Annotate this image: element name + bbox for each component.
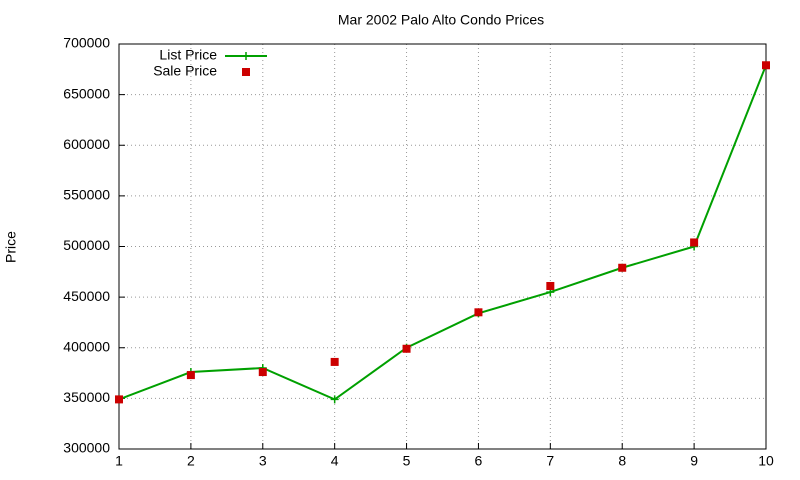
y-tick-label: 650000	[63, 85, 110, 101]
point	[618, 263, 627, 272]
x-tick-label: 10	[758, 453, 774, 469]
x-tick-label: 4	[331, 453, 339, 469]
point	[258, 368, 267, 377]
y-tick-label: 300000	[63, 440, 110, 456]
point	[762, 61, 770, 70]
legend-marker	[242, 68, 250, 76]
legend-marker	[242, 52, 250, 60]
y-tick-label: 550000	[63, 187, 110, 203]
y-tick-label: 600000	[63, 136, 110, 152]
point	[115, 395, 123, 404]
x-tick-label: 8	[618, 453, 626, 469]
x-tick-label: 3	[259, 453, 267, 469]
x-tick-label: 6	[475, 453, 483, 469]
chart-title: Mar 2002 Palo Alto Condo Prices	[338, 12, 544, 28]
x-tick-label: 1	[115, 453, 123, 469]
x-tick-label: 7	[546, 453, 554, 469]
point	[402, 344, 411, 353]
point	[690, 238, 699, 247]
y-tick-label: 350000	[63, 389, 110, 405]
point	[186, 371, 195, 380]
point	[330, 395, 339, 404]
legend-label: List Price	[159, 47, 217, 63]
y-tick-label: 500000	[63, 237, 110, 253]
x-tick-label: 2	[187, 453, 195, 469]
y-tick-label: 700000	[63, 35, 110, 51]
y-tick-label: 450000	[63, 288, 110, 304]
point	[330, 357, 339, 366]
point	[474, 308, 483, 317]
point	[546, 281, 555, 290]
plot-frame	[118, 43, 767, 450]
line	[118, 64, 767, 401]
y-tick-label: 400000	[63, 338, 110, 354]
x-tick-label: 9	[690, 453, 698, 469]
y-axis-label: Price	[3, 231, 19, 263]
x-tick-label: 5	[403, 453, 411, 469]
legend-label: Sale Price	[153, 63, 217, 79]
